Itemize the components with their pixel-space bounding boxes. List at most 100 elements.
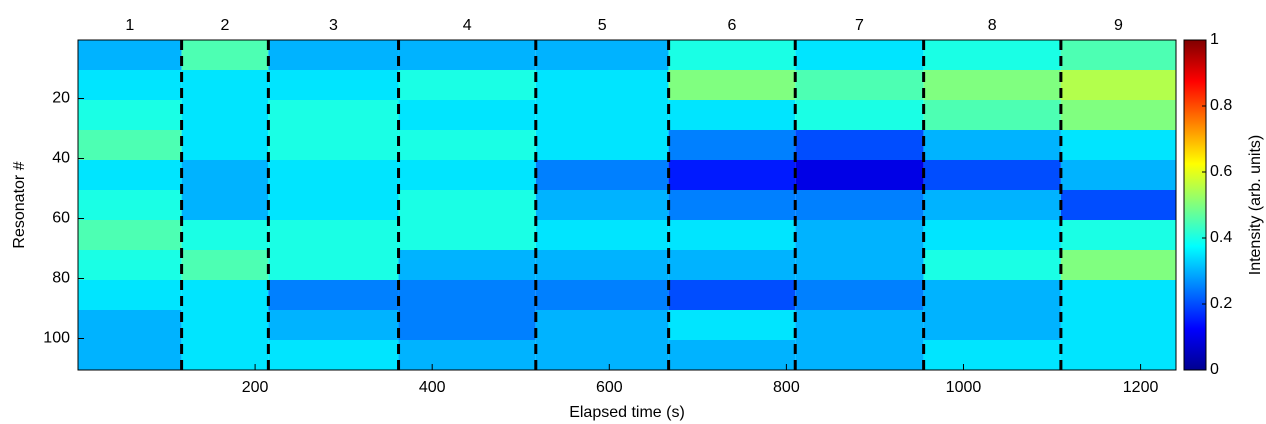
heat-cell bbox=[181, 310, 269, 340]
heat-cell bbox=[535, 130, 669, 160]
heat-cell bbox=[1060, 160, 1176, 190]
heat-cell bbox=[181, 250, 269, 280]
heat-cell bbox=[795, 310, 924, 340]
plot-frame bbox=[77, 39, 1177, 371]
heat-cell bbox=[78, 190, 182, 220]
heat-cell bbox=[668, 310, 796, 340]
heat-cell bbox=[668, 340, 796, 370]
heat-cell bbox=[535, 280, 669, 310]
heat-cell bbox=[923, 160, 1061, 190]
heat-cell bbox=[398, 190, 536, 220]
heat-cell bbox=[1060, 100, 1176, 130]
heat-cell bbox=[795, 220, 924, 250]
heat-cell bbox=[1060, 280, 1176, 310]
heat-cell bbox=[1060, 130, 1176, 160]
heat-cell bbox=[795, 190, 924, 220]
heat-cell bbox=[795, 160, 924, 190]
segment-label: 1 bbox=[125, 17, 134, 34]
y-axis-label: Resonator # bbox=[11, 161, 28, 248]
y-tick-label: 100 bbox=[43, 330, 70, 347]
heat-cell bbox=[398, 220, 536, 250]
heat-cell bbox=[78, 310, 182, 340]
heat-cell bbox=[923, 130, 1061, 160]
heat-cell bbox=[795, 70, 924, 100]
heat-cell bbox=[923, 40, 1061, 70]
heat-cell bbox=[398, 280, 536, 310]
x-tick-label: 800 bbox=[773, 379, 800, 396]
heat-cell bbox=[181, 220, 269, 250]
segment-label: 9 bbox=[1114, 17, 1123, 34]
heat-cell bbox=[181, 70, 269, 100]
heat-cell bbox=[668, 250, 796, 280]
heat-cell bbox=[668, 160, 796, 190]
x-tick-label: 600 bbox=[596, 379, 623, 396]
heat-cell bbox=[795, 130, 924, 160]
heat-cell bbox=[268, 160, 399, 190]
heat-cell bbox=[668, 130, 796, 160]
heat-cell bbox=[268, 250, 399, 280]
heat-cell bbox=[535, 70, 669, 100]
heat-cell bbox=[923, 100, 1061, 130]
heat-cell bbox=[535, 100, 669, 130]
heat-cell bbox=[1060, 190, 1176, 220]
heat-cell bbox=[398, 310, 536, 340]
heat-cell bbox=[78, 250, 182, 280]
heat-cell bbox=[398, 100, 536, 130]
heat-cell bbox=[181, 190, 269, 220]
y-tick-label: 60 bbox=[52, 210, 70, 227]
heat-cell bbox=[668, 190, 796, 220]
segment-label: 2 bbox=[221, 17, 230, 34]
colorbar-label: Intensity (arb. units) bbox=[1247, 135, 1264, 276]
heat-cell bbox=[268, 100, 399, 130]
colorbar-tick-label: 0.6 bbox=[1210, 163, 1232, 180]
heat-cell bbox=[78, 340, 182, 370]
x-tick-label: 1000 bbox=[946, 379, 982, 396]
colorbar-tick-label: 0.4 bbox=[1210, 229, 1232, 246]
colorbar-tick-label: 0 bbox=[1210, 361, 1219, 378]
heat-cell bbox=[668, 70, 796, 100]
segment-label: 8 bbox=[988, 17, 997, 34]
heat-cell bbox=[923, 70, 1061, 100]
y-tick-label: 20 bbox=[52, 90, 70, 107]
heat-cell bbox=[268, 40, 399, 70]
heat-cell bbox=[535, 190, 669, 220]
heat-cell bbox=[398, 40, 536, 70]
heat-cell bbox=[268, 340, 399, 370]
heat-cell bbox=[78, 160, 182, 190]
heat-cell bbox=[181, 340, 269, 370]
heat-cell bbox=[1060, 250, 1176, 280]
heat-cell bbox=[181, 130, 269, 160]
x-tick-label: 1200 bbox=[1123, 379, 1159, 396]
heat-cell bbox=[795, 40, 924, 70]
heat-cell bbox=[795, 340, 924, 370]
heat-cell bbox=[535, 250, 669, 280]
heat-cell bbox=[181, 100, 269, 130]
heat-cell bbox=[268, 310, 399, 340]
heat-cell bbox=[668, 40, 796, 70]
heat-cell bbox=[535, 340, 669, 370]
segment-label: 5 bbox=[598, 17, 607, 34]
heat-cell bbox=[181, 160, 269, 190]
heat-cell bbox=[181, 40, 269, 70]
heat-cell bbox=[535, 40, 669, 70]
heat-cell bbox=[1060, 340, 1176, 370]
heat-cell bbox=[923, 310, 1061, 340]
heat-cell bbox=[78, 40, 182, 70]
heat-cell bbox=[923, 220, 1061, 250]
heat-cell bbox=[398, 250, 536, 280]
heat-cell bbox=[668, 220, 796, 250]
heat-cell bbox=[398, 70, 536, 100]
heat-cell bbox=[268, 70, 399, 100]
x-tick-label: 400 bbox=[419, 379, 446, 396]
heat-cell bbox=[923, 250, 1061, 280]
heat-cell bbox=[398, 340, 536, 370]
heat-cell bbox=[181, 280, 269, 310]
heat-cell bbox=[535, 220, 669, 250]
heat-cell bbox=[268, 280, 399, 310]
heat-cell bbox=[535, 160, 669, 190]
heat-cell bbox=[78, 220, 182, 250]
heat-cell bbox=[923, 190, 1061, 220]
heat-cell bbox=[78, 280, 182, 310]
segment-label: 4 bbox=[463, 17, 472, 34]
colorbar-tick-label: 1 bbox=[1210, 31, 1219, 48]
